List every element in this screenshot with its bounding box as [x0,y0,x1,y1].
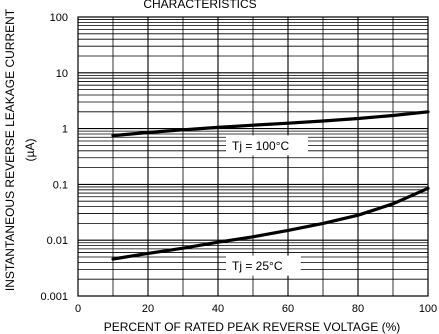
annotation-box-1 [226,135,308,156]
series-line-1 [111,110,430,138]
annotation-box-2 [226,255,301,276]
y-tick-label: 0.1 [53,179,68,191]
y-tick-label: 0.001 [40,291,68,303]
x-tick-labels: 0 20 40 60 80 100 [75,303,437,315]
y-tick-label: 1 [62,124,68,136]
y-tick-label: 100 [50,12,68,24]
y-tick-labels: 0.001 0.01 0.1 1 10 100 [40,12,68,303]
y-tick-label: 0.01 [47,235,68,247]
x-tick-label: 80 [352,303,364,315]
x-tick-label: 60 [282,303,294,315]
series-group [111,110,430,261]
y-axis-label-line1: INSTANTANEOUS REVERSE LEAKAGE CURRENT [3,8,17,291]
series-line-2 [111,186,430,261]
annotation-label-2: Tj = 25°C [232,259,283,273]
x-tick-label: 0 [75,303,81,315]
annotation-label-1: Tj = 100°C [232,139,289,153]
grid [78,17,428,296]
y-axis-label-line2: (µA) [23,139,37,162]
x-axis-label: PERCENT OF RATED PEAK REVERSE VOLTAGE (%… [104,320,401,334]
x-tick-label: 20 [142,303,154,315]
y-tick-label: 10 [56,68,68,80]
x-tick-label: 40 [212,303,224,315]
chart-title: CHARACTERISTICS [143,0,256,11]
plot-frame [77,16,429,297]
annotations: Tj = 100°C Tj = 25°C [226,135,308,276]
x-tick-label: 100 [419,303,437,315]
